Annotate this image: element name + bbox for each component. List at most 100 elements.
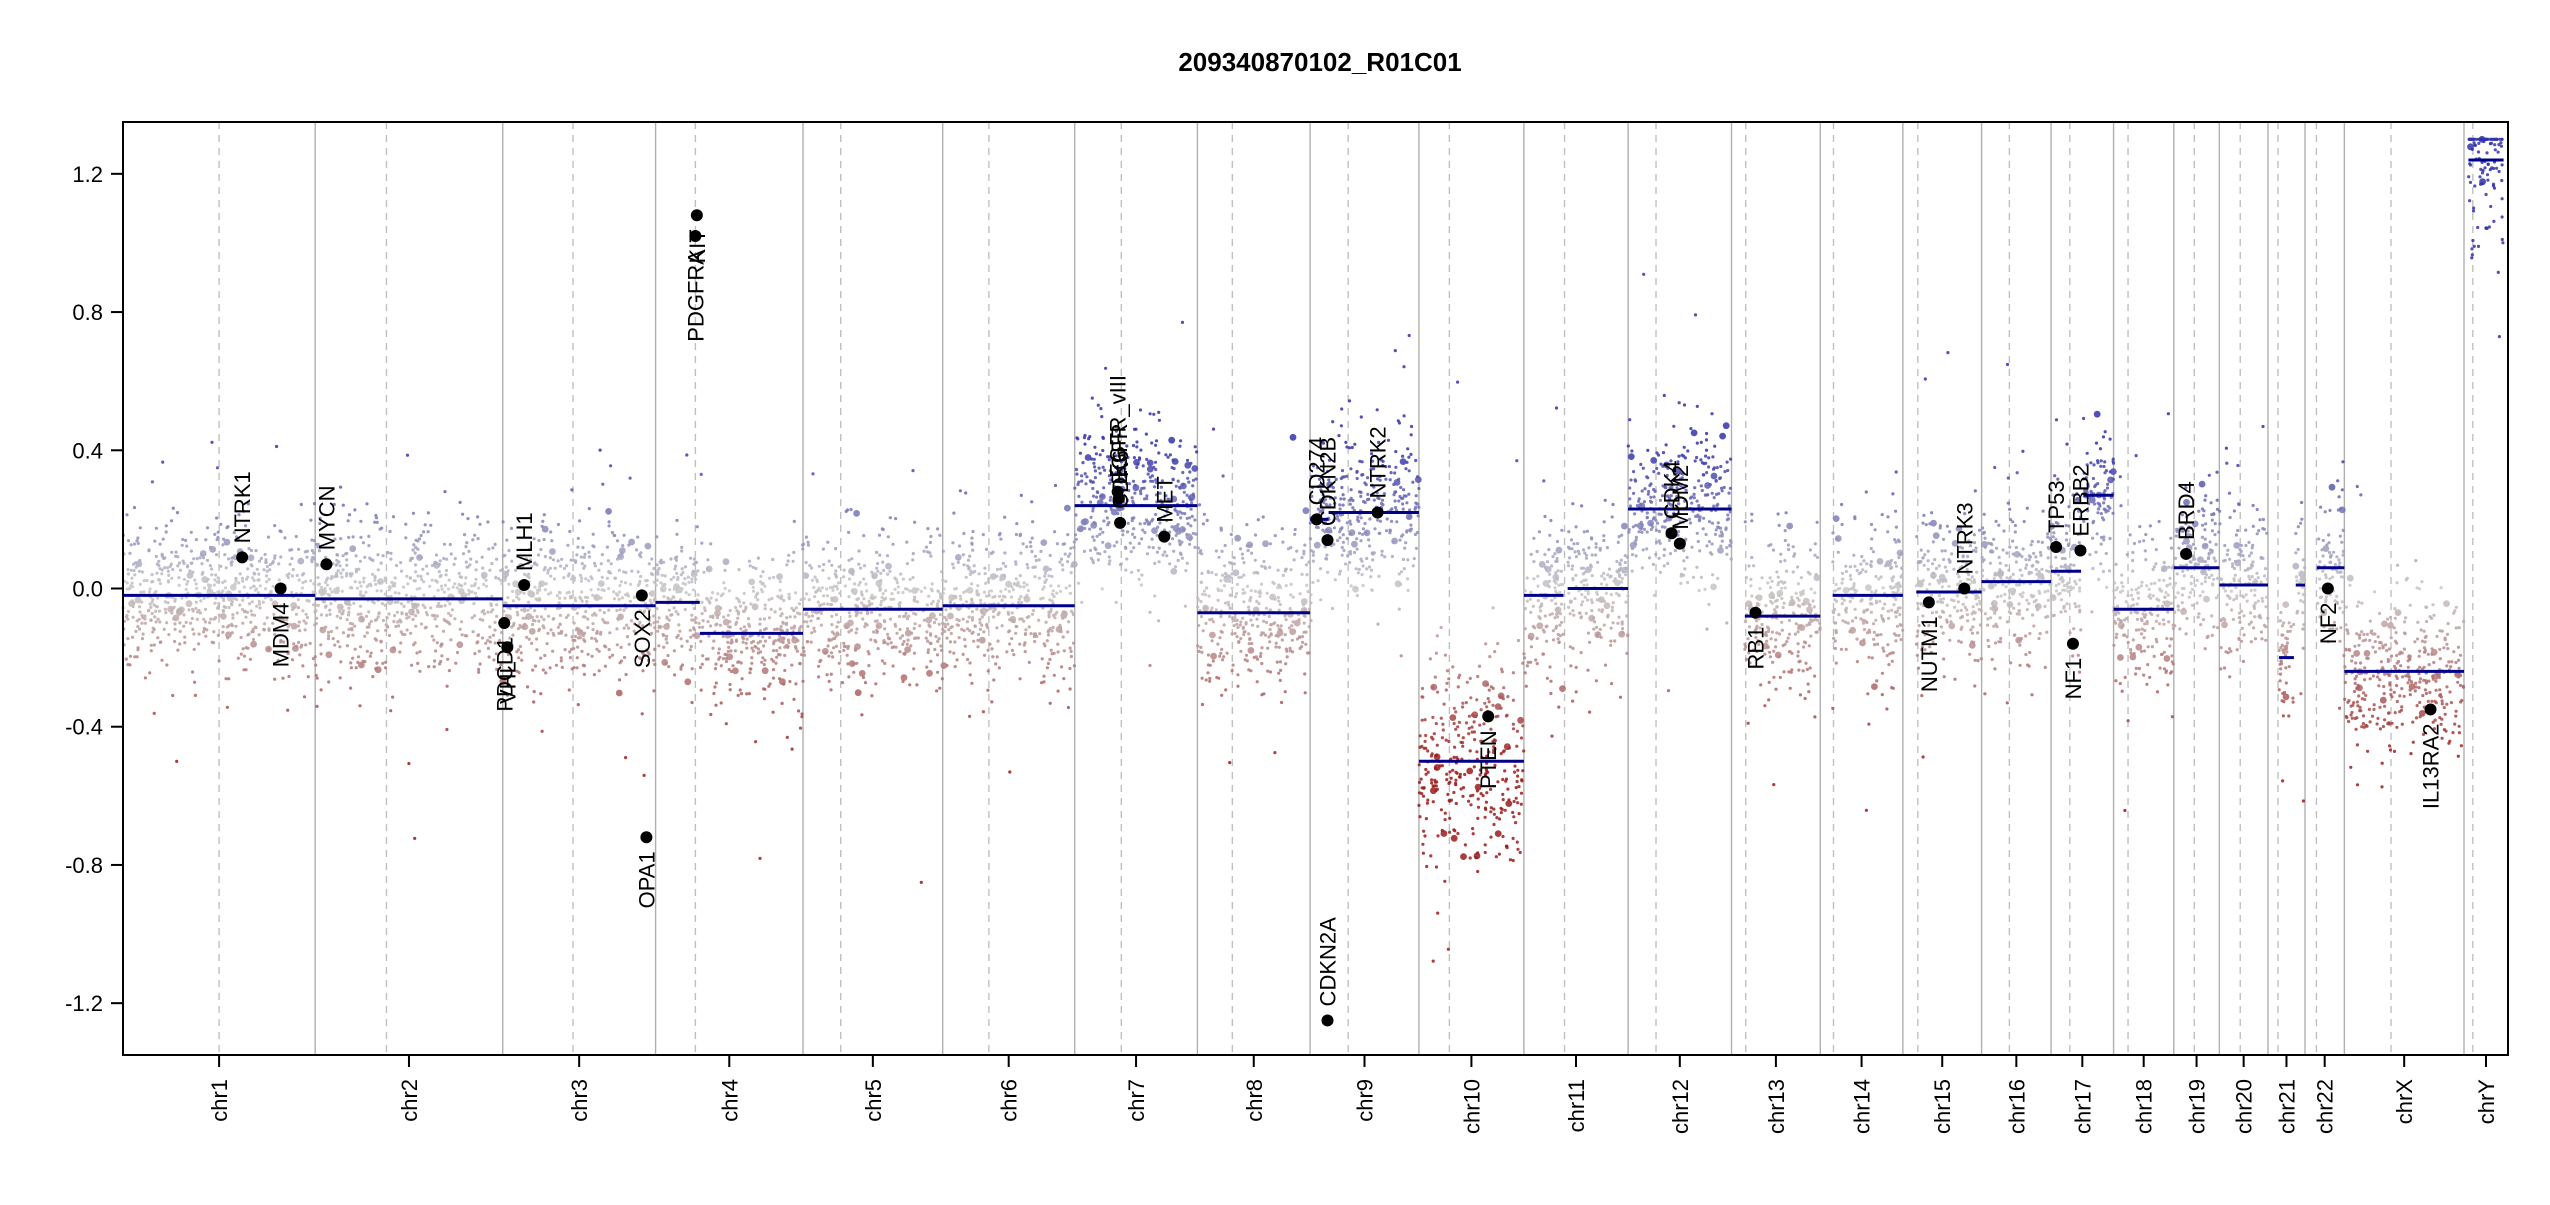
probe-point [326,584,329,587]
probe-point [942,550,945,553]
probe-point [844,584,847,587]
probe-point [641,669,644,672]
probe-point [275,445,278,448]
probe-point [149,618,152,621]
probe-point [1576,542,1579,545]
probe-point [1512,859,1515,862]
probe-point [890,641,893,644]
probe-point [1047,574,1050,577]
probe-point [176,555,179,558]
probe-point [1198,503,1201,506]
probe-point [1024,650,1027,653]
probe-point [503,601,506,604]
probe-point [925,546,928,549]
probe-point [912,667,915,670]
probe-point [325,605,328,608]
probe-point [906,562,909,565]
probe-point [1498,853,1501,856]
probe-point [1277,600,1280,603]
probe-point [1516,801,1519,804]
probe-point [1051,599,1054,602]
probe-point [141,570,144,573]
probe-point [1004,565,1007,568]
probe-point [481,567,484,570]
probe-point [1194,445,1197,448]
probe-point [1276,586,1279,589]
probe-point [1221,574,1224,577]
probe-point [153,643,156,646]
probe-point [1459,741,1462,744]
probe-point [473,652,476,655]
probe-point [1259,655,1262,658]
probe-point [691,667,694,670]
probe-point [1341,469,1344,472]
probe-point [185,583,188,586]
probe-point [1436,912,1439,915]
probe-point [1628,528,1631,531]
probe-point [859,581,862,584]
probe-point [874,640,877,643]
probe-point [623,534,626,537]
probe-point [1349,523,1352,526]
probe-point [1552,638,1555,641]
probe-point [736,661,739,664]
probe-point [1550,564,1553,567]
probe-point [1567,564,1570,567]
probe-point [773,628,776,631]
probe-point [1371,558,1374,561]
probe-point [193,681,196,684]
probe-point [599,631,602,634]
probe-point [1200,572,1203,575]
probe-point [1189,524,1192,527]
probe-point [1418,781,1421,784]
probe-point [445,558,448,561]
probe-point [828,680,831,683]
probe-point [199,599,202,602]
probe-point [717,652,720,655]
probe-point [502,610,505,613]
probe-point [320,627,323,630]
probe-point [1432,960,1435,963]
probe-point [813,595,816,598]
probe-point [677,613,680,616]
probe-point [991,655,994,658]
probe-point [250,613,253,616]
probe-point [1465,701,1468,704]
probe-point [927,651,930,654]
probe-point [155,527,158,530]
probe-point [941,579,944,582]
probe-point [272,560,275,563]
probe-point [1047,633,1050,636]
probe-point [577,703,580,706]
probe-point [314,664,317,667]
probe-point [1478,724,1481,727]
probe-point [1422,795,1425,798]
probe-point [759,575,762,578]
probe-point [1523,656,1526,659]
probe-point [588,507,591,510]
probe-point [320,652,323,655]
probe-point [1640,531,1643,534]
probe-point [855,613,858,616]
probe-point [178,584,181,587]
probe-point [821,569,824,572]
probe-point [1093,465,1096,468]
probe-point [747,617,750,620]
probe-point [252,630,255,633]
probe-point [1520,803,1523,806]
probe-point [295,645,298,648]
probe-point [911,587,918,594]
probe-point [1461,745,1464,748]
probe-point [1124,546,1127,549]
probe-point [666,623,669,626]
probe-point [301,586,304,589]
probe-point [700,689,703,692]
probe-point [1555,625,1558,628]
probe-point [516,611,519,614]
probe-point [1012,588,1015,591]
probe-point [346,618,349,621]
probe-point [1044,572,1047,575]
probe-point [689,648,692,651]
probe-point [936,605,939,608]
probe-point [938,623,941,626]
